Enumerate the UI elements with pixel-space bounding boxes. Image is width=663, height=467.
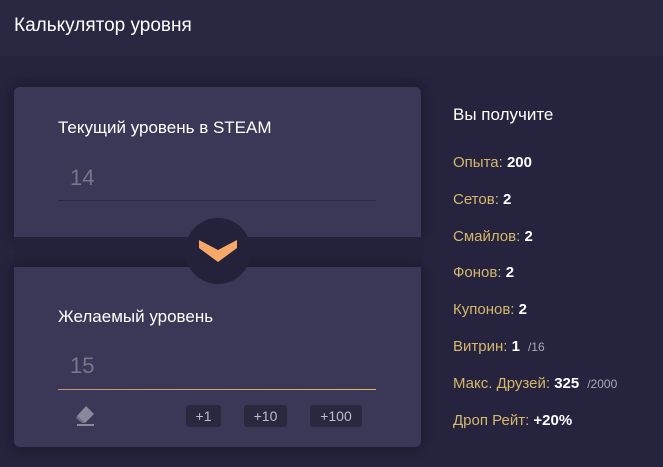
result-row: Фонов: 2	[453, 264, 515, 281]
result-row: Опыта: 200	[453, 154, 532, 171]
desired-level-label: Желаемый уровень	[58, 307, 214, 326]
result-row: Макс. Друзей: 325/2000	[453, 375, 618, 392]
add-10-button[interactable]: +10	[244, 405, 287, 427]
current-level-label: Текущий уровень в STEAM	[58, 118, 272, 137]
chevron-down-icon	[199, 240, 237, 262]
toggle-button[interactable]	[185, 218, 251, 284]
result-row: Дроп Рейт: +20%	[453, 412, 573, 429]
header: Калькулятор уровня	[0, 0, 663, 56]
result-row: Витрин: 1/16	[453, 338, 545, 355]
eraser-icon[interactable]	[74, 403, 96, 432]
result-row: Купонов: 2	[453, 301, 527, 318]
desired-level-input[interactable]: 15	[70, 353, 95, 378]
result-row: Сетов: 2	[453, 191, 512, 208]
add-100-button[interactable]: +100	[310, 405, 362, 427]
page-title: Калькулятор уровня	[14, 15, 192, 36]
current-level-input[interactable]: 14	[70, 165, 95, 190]
desired-level-card: Желаемый уровень 15 +1 +10 +100	[14, 267, 421, 447]
add-1-button[interactable]: +1	[186, 405, 221, 427]
desired-level-underline	[58, 389, 376, 390]
result-row: Смайлов: 2	[453, 228, 533, 245]
results-title: Вы получите	[453, 105, 554, 124]
current-level-card: Текущий уровень в STEAM 14	[14, 87, 421, 237]
current-level-underline	[58, 200, 376, 201]
